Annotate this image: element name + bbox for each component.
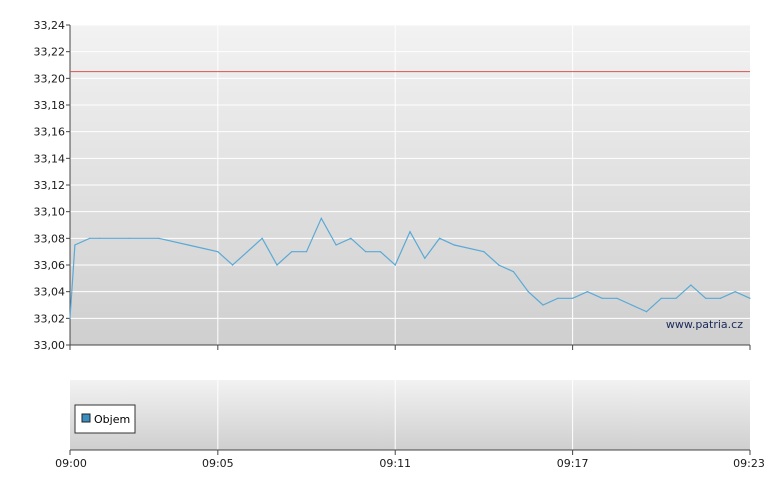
price-point: [690, 284, 692, 286]
price-point: [660, 297, 662, 299]
price-point: [601, 297, 603, 299]
y-tick-label: 33,12: [34, 179, 66, 192]
price-point: [305, 251, 308, 253]
price-series-points: [69, 217, 751, 319]
price-point: [158, 237, 160, 239]
y-tick-label: 33,08: [34, 232, 66, 245]
price-point: [74, 244, 76, 246]
price-point: [394, 264, 396, 266]
price-point: [424, 257, 426, 259]
price-gridlines: [70, 24, 750, 345]
price-point: [498, 264, 500, 266]
y-tick-label: 33,22: [34, 46, 66, 59]
legend-label-objem: Objem: [94, 413, 130, 426]
price-point: [572, 297, 574, 299]
volume-plot-area: [70, 380, 750, 450]
volume-x-tickmarks: [69, 450, 751, 455]
price-point: [705, 297, 707, 299]
y-tick-label: 33,02: [34, 312, 66, 325]
price-point: [586, 291, 589, 293]
x-axis-tick-labels: 09:00 09:05 09:11 09:17 09:23: [55, 457, 765, 470]
price-y-axis-ticks: 33,00 33,02 33,04 33,06 33,08 33,10 33,12 33,14…: [34, 19, 71, 352]
price-point: [276, 264, 278, 266]
y-tick-label: 33,04: [34, 286, 66, 299]
y-tick-label: 33,20: [34, 72, 66, 85]
y-tick-label: 33,24: [34, 19, 66, 32]
price-point: [89, 237, 91, 239]
price-x-tickmarks: [69, 345, 751, 350]
price-point: [557, 297, 559, 299]
legend: Objem: [74, 404, 136, 434]
y-tick-label: 33,06: [34, 259, 66, 272]
y-tick-label: 33,14: [34, 152, 66, 165]
price-point: [542, 304, 544, 306]
x-tick-label: 09:23: [733, 457, 765, 470]
y-tick-label: 33,16: [34, 126, 66, 139]
price-point: [645, 311, 648, 313]
price-point: [631, 304, 633, 306]
price-point: [99, 237, 101, 239]
price-point: [719, 297, 722, 299]
price-point: [483, 251, 485, 253]
price-point: [128, 237, 130, 239]
price-point: [217, 251, 219, 253]
y-tick-label: 33,18: [34, 99, 66, 112]
price-point: [379, 251, 381, 253]
price-point: [734, 291, 736, 293]
price-point: [512, 271, 515, 273]
price-point: [453, 244, 455, 246]
volume-gridlines: [217, 380, 574, 450]
x-tick-label: 09:05: [202, 457, 234, 470]
legend-swatch: [81, 413, 91, 423]
price-point: [187, 244, 189, 246]
price-point: [616, 297, 618, 299]
price-point: [409, 231, 411, 233]
price-point: [335, 244, 337, 246]
price-point: [320, 217, 322, 219]
x-tick-label: 09:17: [557, 457, 589, 470]
price-point: [291, 251, 293, 253]
price-point: [69, 317, 71, 319]
x-tick-label: 09:11: [379, 457, 411, 470]
x-tick-label: 09:00: [55, 457, 87, 470]
price-point: [749, 297, 751, 299]
price-point: [232, 264, 234, 266]
price-point: [365, 251, 367, 253]
y-tick-label: 33,10: [34, 206, 66, 219]
price-point: [675, 297, 677, 299]
price-point: [350, 237, 352, 239]
watermark: www.patria.cz: [666, 318, 743, 331]
price-point: [261, 237, 263, 239]
y-tick-label: 33,00: [34, 339, 66, 352]
price-point: [246, 251, 248, 253]
price-point: [439, 237, 441, 239]
price-point: [527, 291, 529, 293]
